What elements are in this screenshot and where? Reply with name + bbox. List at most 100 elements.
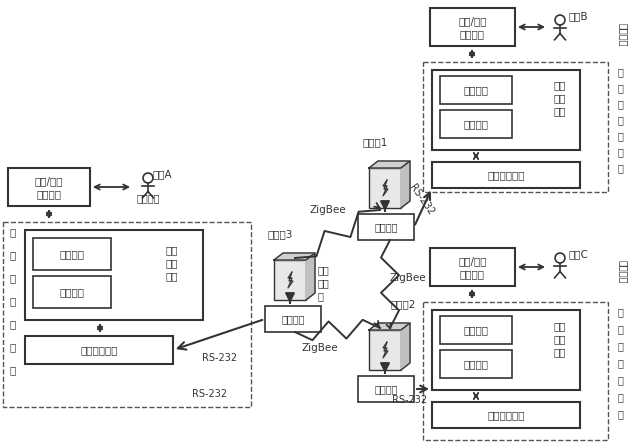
Text: 端: 端 — [617, 163, 623, 173]
Bar — [423, 302, 608, 440]
Text: 模块: 模块 — [166, 271, 179, 281]
Text: 终: 终 — [617, 147, 623, 157]
Text: 串口通信模块: 串口通信模块 — [80, 345, 118, 355]
Bar — [430, 8, 515, 46]
Text: 信: 信 — [10, 227, 16, 237]
Text: 器: 器 — [318, 291, 324, 301]
Text: 通信终端: 通信终端 — [281, 314, 305, 324]
Text: 眼电/脑电: 眼电/脑电 — [458, 16, 487, 26]
Text: 信: 信 — [617, 67, 623, 77]
Bar — [440, 110, 512, 138]
Text: 互: 互 — [10, 296, 16, 306]
Polygon shape — [274, 253, 315, 260]
Polygon shape — [306, 253, 315, 300]
Polygon shape — [401, 323, 410, 370]
Text: 交: 交 — [10, 273, 16, 283]
Polygon shape — [401, 161, 410, 208]
Text: 模式识别: 模式识别 — [463, 85, 488, 95]
Text: ZigBee: ZigBee — [310, 205, 346, 215]
Text: 互: 互 — [617, 115, 623, 125]
Text: 串口通信模块: 串口通信模块 — [487, 410, 525, 420]
Bar — [432, 70, 580, 150]
Text: 息: 息 — [10, 250, 16, 260]
Text: 采集模块: 采集模块 — [460, 269, 485, 279]
Bar — [3, 222, 251, 407]
Text: 信: 信 — [617, 307, 623, 317]
Text: 信息: 信息 — [554, 321, 566, 331]
Text: RS-232: RS-232 — [392, 395, 428, 405]
Text: 息: 息 — [617, 324, 623, 334]
Bar — [423, 62, 608, 192]
Text: 终: 终 — [10, 342, 16, 352]
Text: 串口通信模块: 串口通信模块 — [487, 170, 525, 180]
Text: RS-232: RS-232 — [202, 353, 237, 363]
Text: 眼电/脑电: 眼电/脑电 — [35, 176, 63, 186]
Text: 信息反馈: 信息反馈 — [136, 193, 160, 203]
Bar — [440, 350, 512, 378]
Text: 模块: 模块 — [554, 106, 566, 116]
Text: ZigBee: ZigBee — [390, 273, 426, 283]
Bar — [265, 306, 321, 332]
Polygon shape — [383, 342, 388, 358]
Text: 信息生成: 信息生成 — [60, 287, 84, 297]
Text: 通信终端: 通信终端 — [374, 384, 397, 394]
Text: 交: 交 — [617, 99, 623, 109]
Text: 协调: 协调 — [318, 278, 330, 288]
Text: 信息反馈: 信息反馈 — [618, 260, 628, 284]
Bar — [25, 336, 173, 364]
Text: 子: 子 — [617, 131, 623, 141]
Text: 用户A: 用户A — [152, 169, 172, 179]
Text: 终: 终 — [617, 392, 623, 402]
Text: 融合: 融合 — [554, 93, 566, 103]
Text: RS-232: RS-232 — [408, 183, 436, 217]
Bar — [33, 238, 111, 270]
Text: 模块: 模块 — [554, 347, 566, 357]
Text: 融合: 融合 — [554, 334, 566, 344]
Text: 子节点3: 子节点3 — [268, 229, 292, 239]
Polygon shape — [383, 180, 388, 196]
Text: 端: 端 — [617, 409, 623, 419]
Polygon shape — [369, 323, 410, 330]
Text: 子: 子 — [617, 375, 623, 385]
Text: 用户B: 用户B — [568, 11, 588, 21]
Text: 子: 子 — [10, 319, 16, 329]
Text: RS-232: RS-232 — [193, 389, 228, 399]
Text: 信息: 信息 — [554, 80, 566, 90]
Text: 信息反馈: 信息反馈 — [618, 23, 628, 47]
Bar — [358, 214, 414, 240]
Text: 端: 端 — [10, 365, 16, 375]
Bar — [430, 248, 515, 286]
Text: 用户C: 用户C — [568, 249, 588, 259]
Text: 互: 互 — [617, 358, 623, 368]
Bar — [25, 230, 203, 320]
Text: 子节点1: 子节点1 — [362, 137, 388, 147]
Text: ZigBee: ZigBee — [301, 343, 339, 353]
Text: 网络: 网络 — [318, 265, 330, 275]
Text: 子节点2: 子节点2 — [390, 299, 416, 309]
Bar — [274, 260, 306, 300]
Bar — [432, 402, 580, 428]
Bar — [33, 276, 111, 308]
Text: 融合: 融合 — [166, 258, 179, 268]
Bar — [8, 168, 90, 206]
Bar — [369, 330, 401, 370]
Text: 采集模块: 采集模块 — [36, 189, 61, 199]
Bar — [432, 162, 580, 188]
Text: 信息: 信息 — [166, 245, 179, 255]
Text: 通信终端: 通信终端 — [374, 222, 397, 232]
Text: 交: 交 — [617, 341, 623, 351]
Polygon shape — [288, 272, 293, 288]
Bar — [369, 168, 401, 208]
Text: 信息生成: 信息生成 — [463, 119, 488, 129]
Bar — [440, 316, 512, 344]
Bar — [440, 76, 512, 104]
Text: 息: 息 — [617, 83, 623, 93]
Text: 模式识别: 模式识别 — [60, 249, 84, 259]
Polygon shape — [369, 161, 410, 168]
Text: 模式识别: 模式识别 — [463, 325, 488, 335]
Text: 眼电/脑电: 眼电/脑电 — [458, 256, 487, 266]
Bar — [432, 310, 580, 390]
Bar — [358, 376, 414, 402]
Text: 采集模块: 采集模块 — [460, 29, 485, 39]
Text: 信息生成: 信息生成 — [463, 359, 488, 369]
